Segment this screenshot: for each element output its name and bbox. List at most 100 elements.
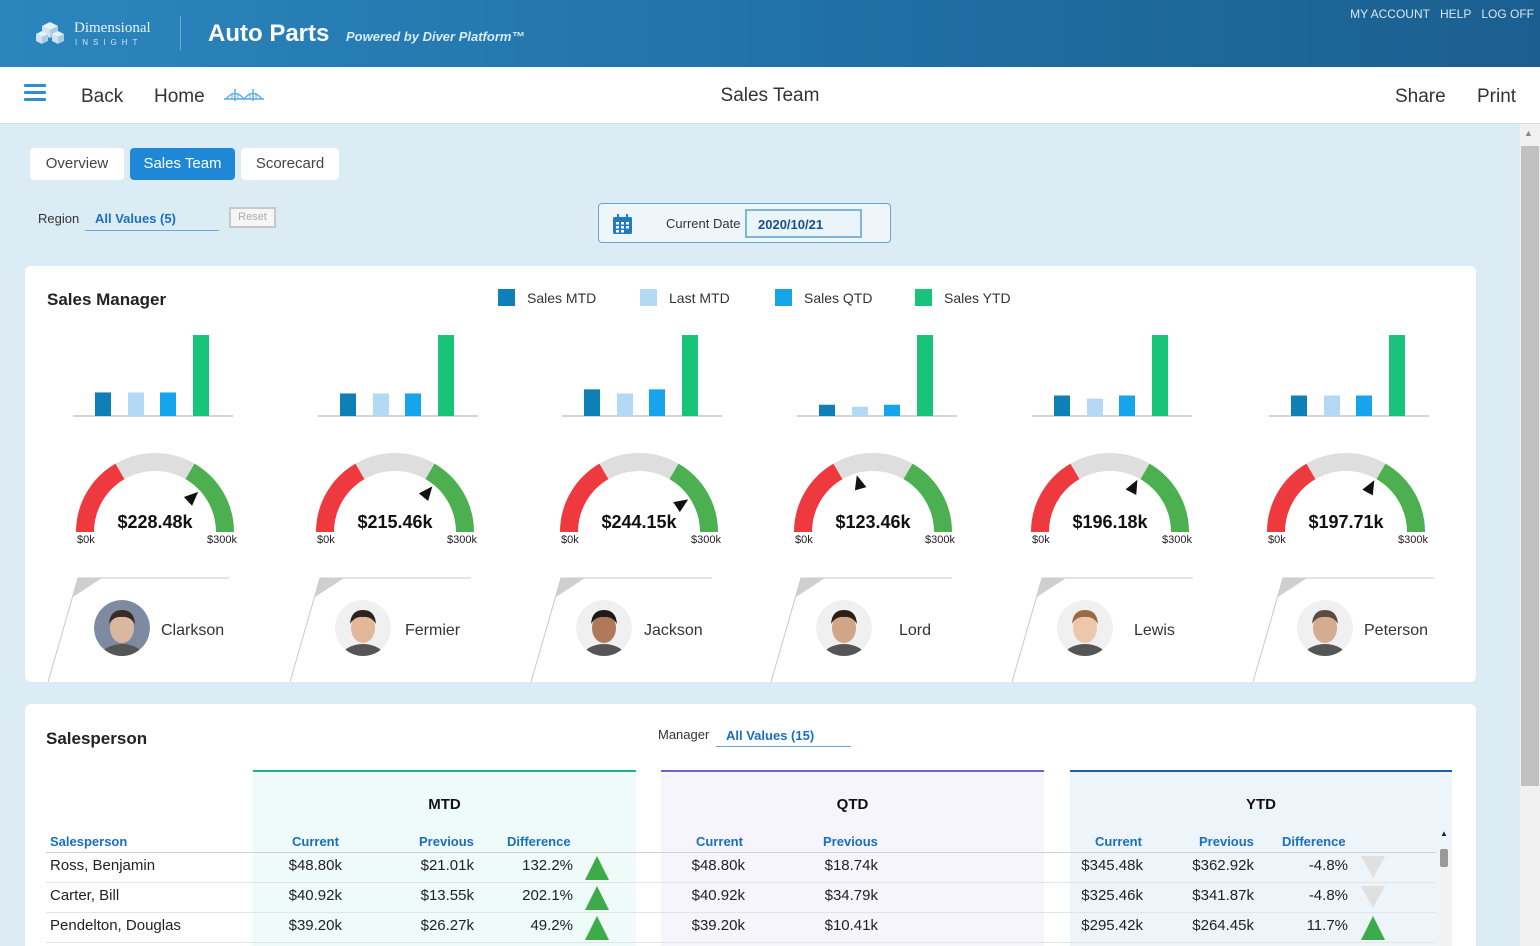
- cell-name: Carter, Bill: [50, 887, 120, 904]
- bar-sales-mtd[interactable]: [1054, 395, 1070, 417]
- avatar-peterson[interactable]: [1297, 600, 1353, 656]
- print-button[interactable]: Print: [1477, 86, 1517, 107]
- mini-bar-chart-lewis[interactable]: [1032, 332, 1192, 422]
- bar-sales-ytd[interactable]: [1389, 335, 1405, 416]
- manager-name[interactable]: Peterson: [1364, 622, 1429, 639]
- tab-sales-team[interactable]: Sales Team: [130, 148, 235, 180]
- bar-sales-mtd[interactable]: [95, 392, 111, 416]
- bar-last-mtd[interactable]: [1324, 395, 1340, 417]
- help-link[interactable]: HELP: [1439, 7, 1472, 21]
- tab-scorecard[interactable]: Scorecard: [241, 148, 339, 180]
- current-date-input[interactable]: 2020/10/21: [745, 209, 862, 238]
- manager-badge-jackson[interactable]: [531, 576, 721, 684]
- mini-bar-chart-fermier[interactable]: [318, 332, 478, 422]
- gauge-gray-zone: [355, 453, 435, 480]
- bar-sales-mtd[interactable]: [584, 389, 600, 416]
- bar-sales-ytd[interactable]: [682, 335, 698, 416]
- table-scroll-up-icon[interactable]: ▲: [1440, 829, 1448, 838]
- gauge-peterson[interactable]: [1246, 442, 1446, 552]
- manager-name[interactable]: Jackson: [644, 622, 703, 639]
- bar-sales-qtd[interactable]: [1119, 395, 1135, 417]
- mini-bar-chart-jackson[interactable]: [562, 332, 722, 422]
- bar-sales-mtd[interactable]: [819, 404, 835, 416]
- avatar-lewis[interactable]: [1057, 600, 1113, 656]
- bar-sales-qtd[interactable]: [405, 393, 421, 416]
- bar-sales-qtd[interactable]: [160, 392, 176, 416]
- bar-sales-ytd[interactable]: [193, 335, 209, 416]
- hamburger-menu-icon[interactable]: [24, 84, 46, 102]
- mini-bar-chart-clarkson[interactable]: [73, 332, 233, 422]
- manager-badge-lewis[interactable]: [1012, 576, 1202, 684]
- manager-name[interactable]: Clarkson: [161, 622, 225, 639]
- page-scrollbar-thumb[interactable]: [1521, 146, 1539, 786]
- bar-sales-qtd[interactable]: [884, 404, 900, 416]
- bar-sales-mtd[interactable]: [1291, 395, 1307, 417]
- manager-name[interactable]: Lewis: [1134, 622, 1175, 639]
- bar-sales-ytd[interactable]: [438, 335, 454, 416]
- reset-button[interactable]: Reset: [229, 207, 276, 228]
- share-button[interactable]: Share: [1395, 86, 1446, 107]
- gauge-jackson[interactable]: [539, 442, 739, 552]
- manager-name[interactable]: Lord: [899, 622, 932, 639]
- col-header-ytd-previous[interactable]: Previous: [1199, 834, 1254, 849]
- gauge-lord[interactable]: [773, 442, 973, 552]
- gauge-min-label: $0k: [561, 534, 579, 546]
- my-account-link[interactable]: MY ACCOUNT: [1350, 7, 1430, 21]
- col-header-ytd-difference[interactable]: Difference: [1282, 834, 1346, 849]
- col-header-salesperson[interactable]: Salesperson: [50, 834, 128, 849]
- col-header-qtd-previous[interactable]: Previous: [823, 834, 878, 849]
- table-scrollbar[interactable]: [1439, 848, 1449, 946]
- gauge-green-zone: [185, 463, 234, 533]
- bar-last-mtd[interactable]: [852, 406, 868, 416]
- gauge-lewis[interactable]: [1010, 442, 1210, 552]
- gauge-min-label: $0k: [317, 534, 335, 546]
- manager-badge-lord[interactable]: [771, 576, 961, 684]
- tab-overview[interactable]: Overview: [30, 148, 124, 180]
- avatar-jackson[interactable]: [576, 600, 632, 656]
- dimensional-insight-logo[interactable]: Dimensional INSIGHT: [34, 18, 164, 48]
- bar-sales-ytd[interactable]: [917, 335, 933, 416]
- manager-badge-peterson[interactable]: [1253, 576, 1443, 684]
- col-header-mtd-previous[interactable]: Previous: [419, 834, 474, 849]
- avatar-lord[interactable]: [816, 600, 872, 656]
- bar-sales-qtd[interactable]: [1356, 395, 1372, 417]
- bar-last-mtd[interactable]: [128, 392, 144, 416]
- gauge-max-label: $300k: [1398, 534, 1428, 546]
- bar-sales-ytd[interactable]: [1152, 335, 1168, 416]
- manager-name[interactable]: Fermier: [405, 622, 461, 639]
- manager-badge-fermier[interactable]: [290, 576, 480, 684]
- table-scrollbar-thumb[interactable]: [1440, 849, 1448, 867]
- bar-last-mtd[interactable]: [617, 393, 633, 416]
- calendar-icon[interactable]: [613, 214, 632, 234]
- sales-manager-card: [25, 266, 1476, 682]
- mini-bar-chart-lord[interactable]: [797, 332, 957, 422]
- gauge-max-label: $300k: [447, 534, 477, 546]
- back-button[interactable]: Back: [81, 86, 124, 107]
- cell-mtd-prev: $26.27k: [420, 917, 474, 934]
- manager-badge-clarkson[interactable]: [48, 576, 238, 684]
- cell-ytd-cur: $325.46k: [1081, 887, 1143, 904]
- gauge-value: $228.48k: [117, 512, 193, 532]
- legend-swatch-sales-mtd: [498, 289, 515, 306]
- gauge-clarkson[interactable]: [55, 442, 255, 552]
- cell-ytd-prev: $264.45k: [1192, 917, 1254, 934]
- col-header-qtd-current[interactable]: Current: [696, 834, 743, 849]
- mini-bar-chart-peterson[interactable]: [1269, 332, 1429, 422]
- bar-last-mtd[interactable]: [1087, 398, 1103, 416]
- region-filter-select[interactable]: All Values (5): [85, 205, 219, 231]
- col-header-ytd-current[interactable]: Current: [1095, 834, 1142, 849]
- bar-sales-qtd[interactable]: [649, 389, 665, 416]
- home-button[interactable]: Home: [154, 86, 205, 107]
- bridge-icon[interactable]: [224, 87, 264, 103]
- log-off-link[interactable]: LOG OFF: [1481, 7, 1534, 21]
- scroll-up-arrow-icon[interactable]: ▲: [1524, 128, 1533, 138]
- col-header-mtd-difference[interactable]: Difference: [507, 834, 571, 849]
- avatar-fermier[interactable]: [335, 600, 391, 656]
- avatar-clarkson[interactable]: [94, 600, 150, 656]
- bar-last-mtd[interactable]: [373, 393, 389, 416]
- manager-filter-select[interactable]: All Values (15): [716, 722, 851, 747]
- legend-sales-qtd: Sales QTD: [775, 289, 872, 306]
- bar-sales-mtd[interactable]: [340, 393, 356, 416]
- col-header-mtd-current[interactable]: Current: [292, 834, 339, 849]
- gauge-fermier[interactable]: [295, 442, 495, 552]
